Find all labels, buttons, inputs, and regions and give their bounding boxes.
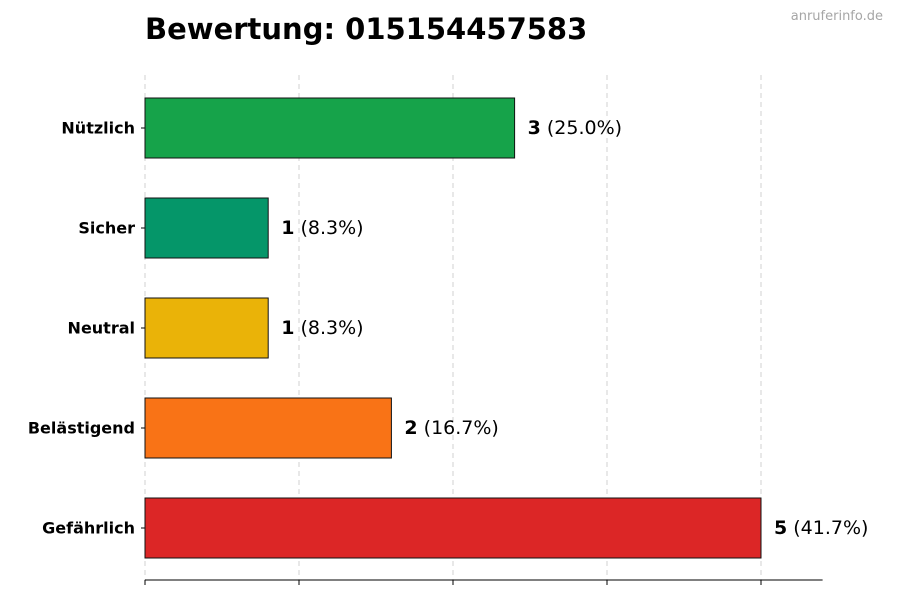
data-label-percent: (16.7%) [418, 417, 499, 439]
data-label: 2 (16.7%) [404, 417, 498, 439]
data-label: 1 (8.3%) [281, 217, 363, 239]
data-label-percent: (8.3%) [294, 217, 363, 239]
category-label: Gefährlich [42, 519, 135, 538]
chart-title: Bewertung: 015154457583 [145, 12, 588, 46]
category-label: Neutral [68, 319, 135, 338]
category-label: Nützlich [61, 119, 135, 138]
data-label: 5 (41.7%) [774, 517, 868, 539]
bar [144, 397, 392, 459]
category-label: Belästigend [28, 419, 135, 438]
data-label-percent: (8.3%) [294, 317, 363, 339]
data-label-percent: (41.7%) [787, 517, 868, 539]
data-label-percent: (25.0%) [541, 117, 622, 139]
data-label: 1 (8.3%) [281, 317, 363, 339]
bar [144, 497, 762, 559]
category-label: Sicher [78, 219, 135, 238]
data-label-count: 2 [404, 417, 417, 439]
data-label: 3 (25.0%) [528, 117, 622, 139]
data-label-count: 1 [281, 317, 294, 339]
watermark-text: anruferinfo.de [790, 9, 883, 24]
bar [144, 197, 269, 259]
bar [144, 97, 516, 159]
data-label-count: 5 [774, 517, 787, 539]
data-label-count: 1 [281, 217, 294, 239]
bar [144, 297, 269, 359]
data-label-count: 3 [528, 117, 541, 139]
